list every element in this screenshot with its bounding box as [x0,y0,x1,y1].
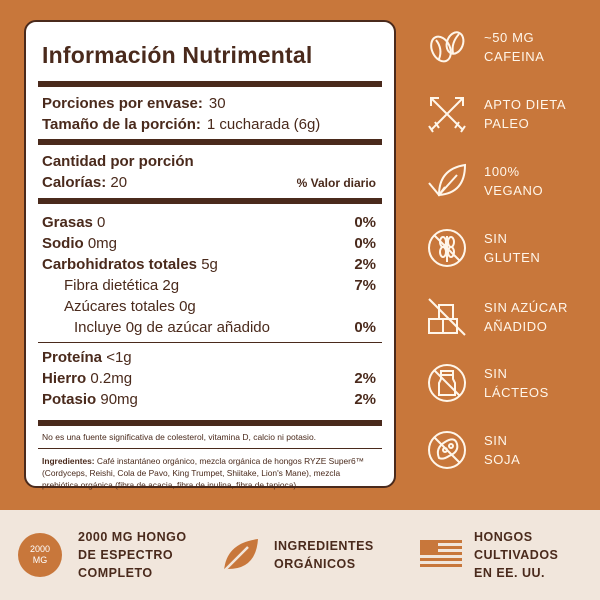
badge-line2: MG [32,555,48,565]
servings-value: 30 [208,95,226,112]
leaf-check-icon [424,158,470,204]
ingredients-list: Café instantáneo orgánico, mezcla orgáni… [42,456,364,490]
calories-label: Calorías: [42,174,107,191]
nutrient-amount: 0mg [87,235,118,252]
label-footnote: No es una fuente significativa de colest… [42,432,317,442]
nutrient-dv: 2% [354,256,376,273]
calories-row: Calorías: 20 % Valor diario [38,172,382,194]
bottom-band: 2000 MG 2000 MG HONGO DE ESPECTRO COMPLE… [0,510,600,600]
divider-thick [38,81,382,87]
feature-paleo: APTO DIETA PALEO [424,91,566,137]
nutrient-name: Grasas [42,214,93,231]
feature-text: SIN AZÚCAR AÑADIDO [484,300,569,334]
nutrient-amount: 0g [179,298,196,315]
nutrient-name: Potasio [42,391,97,408]
amount-per-serving-row: Cantidad por porción [38,151,382,172]
calories-section: Cantidad por porción Calorías: 20 % Valo… [38,145,382,198]
divider-thin [38,448,382,449]
nutrient-row: Fibra dietética 2g 7% [38,275,382,296]
nutrient-amount: <1g [106,349,132,366]
bottom-item-usa: HONGOS CULTIVADOS EN EE. UU. [420,510,558,600]
ingredients-label: Ingredientes: [42,456,95,466]
feature-text: SIN LÁCTEOS [484,366,549,400]
nutrient-row: Hierro 0.2mg 2% [38,368,382,389]
nutrient-name: Fibra dietética [64,277,159,294]
leaf-icon [218,533,262,577]
divider-thick [38,139,382,145]
nutrition-label: Información Nutrimental Porciones por en… [24,20,396,490]
feature-caffeine: ~50 MG CAFEINA [424,24,545,70]
serving-size-value: 1 cucharada (6g) [206,116,321,133]
feature-text: SIN GLUTEN [484,231,541,265]
nutrient-row: Incluye 0g de azúcar añadido 0% [38,317,382,338]
amount-per-serving: Cantidad por porción [42,153,194,170]
label-title: Información Nutrimental [42,42,313,68]
nutrient-dv: 2% [354,370,376,387]
bottom-text: HONGOS CULTIVADOS EN EE. UU. [474,530,559,580]
servings-row: Porciones por envase: 30 [38,93,382,114]
divider-thick [38,198,382,204]
servings-label: Porciones por envase: [42,95,203,112]
main-panel: Información Nutrimental Porciones por en… [24,20,568,490]
feature-text: APTO DIETA PALEO [484,97,567,131]
nutrient-dv: 0% [354,235,376,252]
nutrients-section: Grasas 0 0% Sodio 0mg 0% Carbohidratos t… [38,204,382,414]
no-soy-icon [424,427,470,473]
nutrient-name: Azúcares totales [64,298,175,315]
divider-thick [38,420,382,426]
bottom-item-organic: INGREDIENTES ORGÁNICOS [218,510,374,600]
nutrient-amount: 2g [162,277,180,294]
feature-no-dairy: SIN LÁCTEOS [424,360,549,406]
feature-text: 100% VEGANO [484,164,544,198]
nutrient-dv: 7% [354,277,376,294]
feature-vegan: 100% VEGANO [424,158,543,204]
nutrient-name: Carbohidratos totales [42,256,198,273]
nutrient-row: Proteína <1g [38,347,382,368]
nutrient-name: Hierro [42,370,87,387]
serving-size-row: Tamaño de la porción: 1 cucharada (6g) [38,114,382,135]
crossed-arrows-icon [424,91,470,137]
serving-size-label: Tamaño de la porción: [42,116,201,133]
dv-header: % Valor diario [296,176,376,190]
nutrient-row: Carbohidratos totales 5g 2% [38,254,382,275]
dosage-badge: 2000 MG [18,533,62,577]
nutrient-dv: 0% [354,214,376,231]
no-sugar-icon [424,294,470,340]
nutrient-row: Sodio 0mg 0% [38,233,382,254]
nutrient-row: Azúcares totales 0g [38,296,382,317]
no-dairy-icon [424,360,470,406]
servings-section: Porciones por envase: 30 Tamaño de la po… [38,87,382,139]
nutrient-row: Grasas 0 0% [38,212,382,233]
nutrient-amount: 0.2mg [90,370,133,387]
feature-text: ~50 MG CAFEINA [484,30,545,64]
nutrient-dv: 0% [354,319,376,336]
nutrient-name: Sodio [42,235,84,252]
badge-line1: 2000 [29,544,51,554]
nutrient-amount: 0 [97,214,106,231]
calories-value: 20 [110,174,128,191]
ingredients-text: Ingredientes: Café instantáneo orgánico,… [38,449,382,497]
nutrient-name: Proteína [42,349,103,366]
bottom-item-mushroom: 2000 MG 2000 MG HONGO DE ESPECTRO COMPLE… [18,510,187,600]
nutrient-amount: 90mg [100,391,138,408]
feature-text: SIN SOJA [484,433,521,467]
divider-thin [38,342,382,343]
feature-no-soy: SIN SOJA [424,427,520,473]
feature-no-sugar: SIN AZÚCAR AÑADIDO [424,294,568,340]
nutrient-row: Potasio 90mg 2% [38,389,382,410]
nutrient-dv: 2% [354,391,376,408]
no-gluten-icon [424,225,470,271]
nutrient-amount: 5g [201,256,218,273]
bottom-text: INGREDIENTES ORGÁNICOS [274,539,374,571]
coffee-bean-icon [424,24,470,70]
feature-gluten: SIN GLUTEN [424,225,540,271]
bottom-text: 2000 MG HONGO DE ESPECTRO COMPLETO [78,530,187,580]
nutrient-name: Incluye 0g de azúcar añadido [74,319,270,336]
us-flag-icon [420,540,462,570]
